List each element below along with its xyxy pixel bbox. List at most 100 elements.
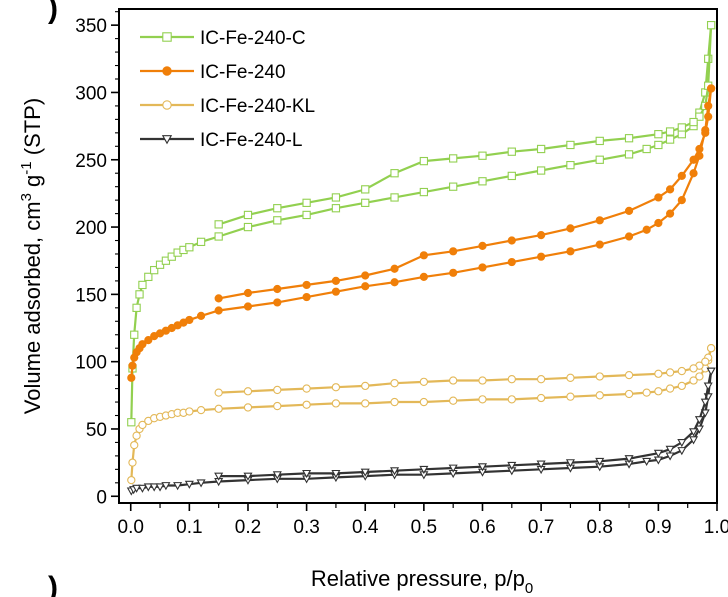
series-0-desorption-point [507,147,516,156]
series-1 [127,84,716,382]
series-0-adsorption-point [595,155,604,164]
series-3-desorption-point [706,367,716,376]
series-3-desorption-point [653,449,663,458]
series-2-desorption-point [689,364,698,373]
series-0-adsorption-point [273,216,282,225]
series-3-desorption-point [302,469,312,479]
series-0-adsorption-point [704,54,713,63]
series-1-desorption-point [449,247,458,256]
series-3-desorption-point [694,416,704,425]
series-0-desorption-point [665,127,675,136]
series-1-adsorption-point [196,311,206,320]
series-0-adsorption-point [196,237,206,247]
x-tick-label: 0.8 [587,517,613,538]
series-2-desorption-point [214,388,223,397]
series-0-adsorption-point [566,160,575,170]
series-2-adsorption-point [128,458,137,467]
series-0-desorption-point [302,198,311,207]
series-0-desorption-point [243,210,253,220]
x-tick-label: 0.5 [411,517,437,538]
series-3-adsorption-point [149,483,159,492]
series-2-adsorption-point [127,475,136,485]
series-1-desorption-point [677,171,686,181]
legend-label: IC-Fe-240-L [200,130,302,151]
series-2-adsorption-point [689,376,698,385]
series-1-desorption-point [214,294,223,303]
series-3-desorption-point [689,428,699,437]
legend-marker [162,66,172,76]
series-1-desorption-point [419,251,428,260]
series-3-desorption-point [214,472,224,481]
series-0-adsorption-point [642,144,651,154]
series-0-desorption-point [624,134,634,143]
series-0-desorption-point [706,21,716,30]
plot-frame [118,8,718,504]
series-3-desorption-point [624,455,634,464]
series-0-desorption-point [595,136,604,146]
series-3-desorption-point [700,398,710,407]
series-2-adsorption-point [642,388,651,397]
series-0-adsorption-point [624,150,634,159]
x-tick-label: 0.7 [528,517,554,538]
series-0-desorption-point [689,117,698,127]
series-0-desorption-point [654,130,663,139]
series-1-adsorption-point [331,287,341,296]
y-tick-label: 100 [75,353,107,374]
series-3-desorption-point [243,472,253,481]
series-2-adsorption-point [185,407,194,416]
series-2-desorption-point [273,385,282,395]
series-1-desorption-point [654,193,663,202]
series-1-desorption-point [689,155,698,164]
series-3-desorption-point [390,467,400,476]
series-1-adsorption-point [419,272,428,281]
series-3-adsorption-point [677,447,687,456]
series-3-adsorption-point [689,436,699,445]
series-3-desorption-point [536,460,546,469]
series-1-desorption-point [624,206,634,216]
legend-marker [161,135,173,145]
panel-mark-top: ) [48,0,58,25]
series-2-adsorption-point [196,405,206,415]
series-3-adsorption-point [196,479,206,488]
series-2-adsorption-point [507,395,516,404]
series-1-adsorption-point [654,218,663,228]
legend-marker [162,32,172,42]
series-2-adsorption-point [695,372,704,381]
series-3-adsorption-point [642,457,652,467]
series-3 [126,367,716,496]
y-tick-label: 250 [75,151,107,172]
series-2-desorption-point [302,384,311,393]
series-0-desorption-point [695,112,704,121]
series-0-desorption-point [273,204,282,213]
series-1-desorption-point [707,84,716,93]
series-1-adsorption-point [689,169,698,178]
series-0-desorption-line [218,25,713,226]
series-3-adsorption-point [700,409,710,418]
series-3-desorption-point [677,438,687,448]
series-0-adsorption-point [302,210,311,220]
x-tick-labels: 0.0 0.1 0.2 0.3 0.4 0.5 0.6 0.7 0.8 0.9 1.0 [118,517,728,538]
series-1-desorption-point [566,224,575,233]
series-0-adsorption-point [127,418,136,427]
y-tick-label: 350 [75,16,107,37]
series-3-desorption-line [218,370,713,478]
series-0-adsorption-point [135,290,144,299]
series-1-adsorption-point [128,361,137,370]
series-2-adsorption-point [665,384,675,393]
series-2-desorption-point [706,344,716,353]
series-2-desorption-line [218,347,713,394]
series-1-desorption-point [665,185,675,194]
series-2-desorption-point [419,377,429,387]
series-1-adsorption-point [361,282,370,291]
series-1-adsorption-point [185,315,194,325]
x-tick-label: 0.1 [176,517,202,538]
y-tick-labels: 0 50 100 150 200 250 300 350 [75,16,107,508]
x-tick-label: 0.9 [645,517,671,538]
series-1-desorption-point [243,288,253,298]
series-2-adsorption-point [624,389,634,399]
series-2-adsorption-line [130,347,713,481]
series-0-desorption-point [677,123,686,132]
series-2-desorption-point [665,368,675,377]
y-tick-label: 200 [75,218,107,239]
